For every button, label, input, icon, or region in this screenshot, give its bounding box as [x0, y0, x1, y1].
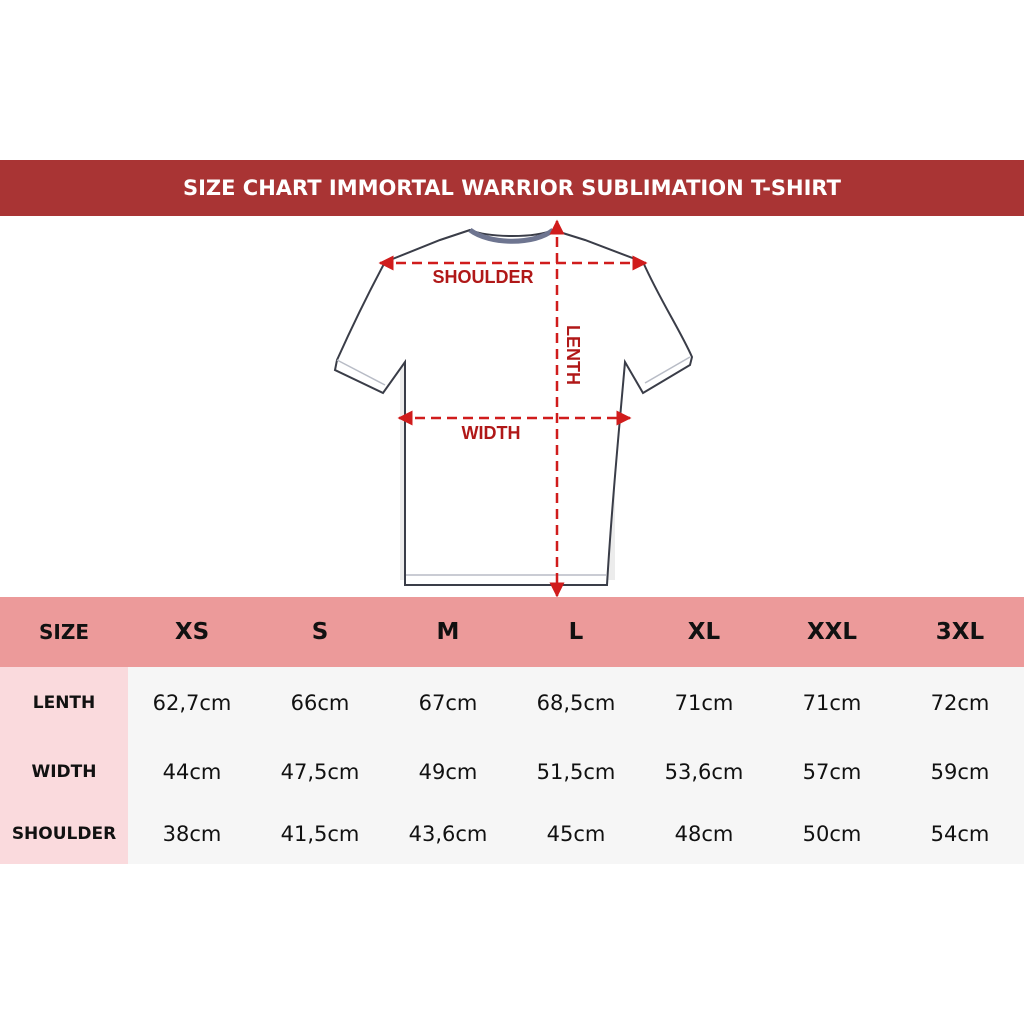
table-cell: 44cm — [162, 759, 222, 784]
header-cell: XL — [687, 619, 721, 645]
width-label: WIDTH — [462, 423, 521, 443]
table-cell: 45cm — [546, 822, 606, 846]
row-label: LENTH — [0, 667, 128, 739]
length-label: LENTH — [563, 325, 583, 385]
table-cell: 47,5cm — [280, 759, 360, 784]
table-row: WIDTH 44cm 47,5cm 49cm 51,5cm 53,6cm 57cm 59cm — [0, 739, 1024, 804]
table-cell: 49cm — [418, 759, 478, 784]
size-chart-title: SIZE CHART IMMORTAL WARRIOR SUBLIMATION … — [0, 160, 1024, 216]
table-cell: 38cm — [162, 822, 222, 846]
header-cell: XS — [174, 619, 210, 645]
row-label: SHOULDER — [0, 804, 128, 864]
table-cell: 59cm — [930, 759, 990, 784]
header-cell: S — [311, 619, 329, 645]
table-cell: 67cm — [418, 691, 478, 715]
table-cell: 51,5cm — [536, 759, 616, 784]
title-text: SIZE CHART IMMORTAL WARRIOR SUBLIMATION … — [182, 176, 841, 200]
header-cell: M — [436, 619, 460, 645]
table-header-row: SIZE XS S M L XL XXL 3XL — [0, 597, 1024, 667]
table-cell: 72cm — [930, 691, 990, 715]
header-cell: XXL — [806, 619, 858, 645]
table-cell: 43,6cm — [408, 822, 488, 846]
table-cell: 50cm — [802, 822, 862, 846]
table-cell: 68,5cm — [536, 691, 616, 715]
tshirt-diagram: SHOULDER WIDTH LENTH — [333, 219, 694, 598]
table-row: SHOULDER 38cm 41,5cm 43,6cm 45cm 48cm 50cm 54cm — [0, 804, 1024, 864]
table-cell: 71cm — [802, 691, 862, 715]
shoulder-label: SHOULDER — [432, 267, 533, 287]
header-cell: 3XL — [935, 619, 985, 645]
table-cell: 57cm — [802, 759, 862, 784]
table-cell: 48cm — [674, 822, 734, 846]
table-row: LENTH 62,7cm 66cm 67cm 68,5cm 71cm 71cm 72cm — [0, 667, 1024, 739]
table-cell: 54cm — [930, 822, 990, 846]
table-cell: 71cm — [674, 691, 734, 715]
header-cell: L — [568, 619, 584, 645]
header-cell: SIZE — [38, 620, 89, 644]
table-cell: 66cm — [290, 691, 350, 715]
table-cell: 62,7cm — [152, 691, 232, 715]
table-cell: 53,6cm — [664, 759, 744, 784]
tshirt-outline — [333, 227, 694, 586]
table-cell: 41,5cm — [280, 822, 360, 846]
size-table: SIZE XS S M L XL XXL 3XL LENTH 62,7cm 66cm… — [0, 597, 1024, 864]
row-label: WIDTH — [0, 739, 128, 804]
